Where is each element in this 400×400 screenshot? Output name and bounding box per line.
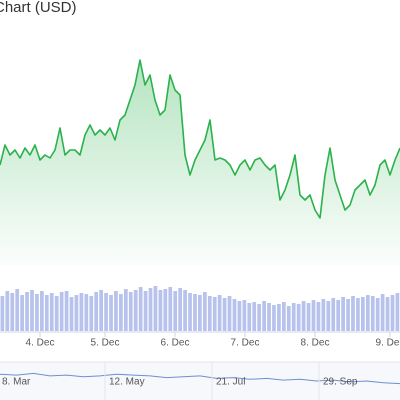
volume-bar <box>49 293 54 331</box>
volume-bar <box>311 300 316 331</box>
volume-bar <box>390 295 395 331</box>
volume-bar <box>232 299 237 331</box>
volume-bar <box>262 301 266 331</box>
volume-bar <box>252 302 257 331</box>
volume-bar <box>212 297 217 331</box>
volume-bar <box>296 304 301 331</box>
volume-bar <box>217 295 222 331</box>
volume-bar <box>133 290 138 331</box>
x-tick-label: 7. Dec <box>231 338 260 349</box>
volume-bar <box>272 305 276 331</box>
volume-bar <box>173 291 178 331</box>
area <box>0 60 400 265</box>
volume-bar <box>74 295 79 331</box>
volume-bar <box>138 287 143 331</box>
volume-bar <box>227 296 232 331</box>
volume-bar <box>257 304 262 331</box>
volume-bar <box>143 291 148 331</box>
volume-bar <box>281 302 286 331</box>
volume-bar <box>326 301 331 331</box>
volume-bar <box>286 306 291 331</box>
volume-bar <box>193 294 197 331</box>
volume-bar <box>35 294 39 331</box>
volume-bar <box>321 299 326 331</box>
volume-bar <box>188 293 192 331</box>
volume-bar <box>222 298 227 331</box>
volume-bar <box>89 296 94 331</box>
volume-bar <box>20 295 24 331</box>
volume-bar <box>25 292 29 331</box>
volume-bar <box>267 303 271 331</box>
volume-bar <box>168 287 173 331</box>
volume-bar <box>158 290 163 331</box>
navigator-label: 8. Mar <box>2 377 31 388</box>
x-tick-label: 6. Dec <box>161 338 190 349</box>
volume-bar <box>370 296 375 331</box>
volume-bar <box>94 292 99 331</box>
volume-bar <box>99 290 104 331</box>
volume-bar <box>306 303 311 331</box>
volume-bar <box>356 298 360 331</box>
volume-bar <box>109 295 113 331</box>
navigator-bg <box>0 362 400 400</box>
volume-bar <box>5 291 10 331</box>
price-line <box>0 59 400 219</box>
volume-bar <box>114 291 118 331</box>
navigator-label: 21. Jul <box>216 377 245 388</box>
x-tick-label: 9. Dec <box>376 338 400 349</box>
volume-bar <box>351 296 355 331</box>
volume-bar <box>183 290 187 331</box>
volume-bar <box>123 289 128 331</box>
volume-bar <box>395 293 400 331</box>
volume-bar <box>163 289 168 331</box>
volume-bar <box>54 296 59 331</box>
volume-bar <box>242 300 247 331</box>
volume-bar <box>360 297 365 331</box>
x-tick-label: 8. Dec <box>301 338 330 349</box>
volume-bar <box>59 292 64 331</box>
volume-bar <box>178 288 183 331</box>
volume-bar <box>247 303 252 331</box>
volume-bar <box>10 293 15 331</box>
volume-bar <box>128 292 133 331</box>
volume-bar <box>301 301 306 331</box>
volume-bar <box>153 286 158 331</box>
x-tick-label: 4. Dec <box>26 338 55 349</box>
volume-bar <box>104 293 108 331</box>
volume-bar <box>291 303 296 331</box>
volume-bar <box>336 300 341 331</box>
navigator-label: 29. Sep <box>323 377 358 388</box>
navigator-line <box>0 372 400 385</box>
navigator-label: 12. May <box>109 377 145 388</box>
volume-bar <box>346 299 350 331</box>
volume-bar <box>148 288 153 331</box>
volume-bar <box>0 296 5 331</box>
volume-bar <box>79 293 84 331</box>
volume-bar <box>30 290 34 331</box>
volume-bar <box>380 294 385 331</box>
volume-bar <box>84 294 89 331</box>
volume-bar <box>365 295 370 331</box>
volume-bar <box>202 292 207 331</box>
volume-bar <box>69 297 74 331</box>
volume-bar <box>316 302 321 331</box>
volume-bar <box>44 295 49 331</box>
volume-bar <box>331 298 336 331</box>
volume-bar <box>237 301 242 331</box>
volume-bar <box>198 295 202 331</box>
x-tick-label: 5. Dec <box>91 338 120 349</box>
volume-bar <box>15 289 20 331</box>
volume-bar <box>207 296 212 331</box>
volume-bar <box>385 297 390 331</box>
volume-bar <box>277 304 281 331</box>
volume-bar <box>40 291 44 331</box>
volume-bar <box>341 297 345 331</box>
volume-bar <box>119 294 123 331</box>
volume-bar <box>64 291 69 331</box>
volume-bar <box>375 298 380 331</box>
chart-title: Chart (USD) <box>0 0 77 16</box>
